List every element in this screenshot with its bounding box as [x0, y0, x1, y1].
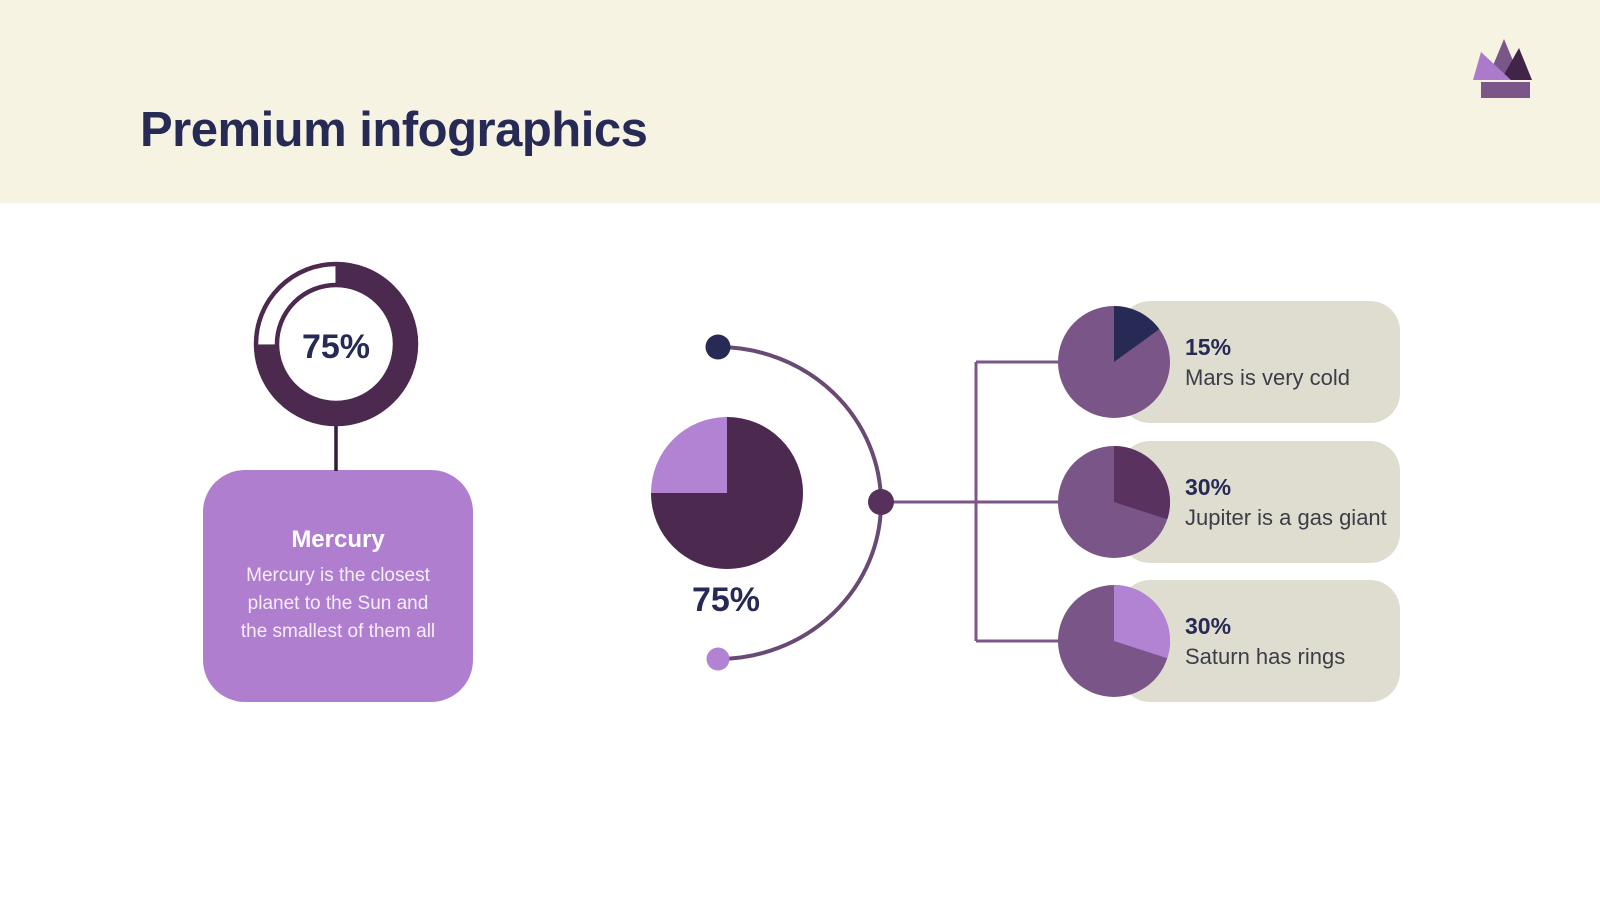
jupiter-percent-label: 30% — [1185, 473, 1232, 500]
mercury-description-line: Mercury is the closest — [246, 564, 430, 586]
pie-percent-label: 75% — [691, 581, 761, 619]
saturn-description: Saturn has rings — [1185, 643, 1346, 669]
header-band: Premium infographics — [0, 0, 1600, 203]
donut-percent-label: 75% — [301, 328, 371, 366]
saturn-percent-label: 30% — [1185, 612, 1232, 639]
mercury-card: Mercury Mercury is the closest planet to… — [203, 470, 473, 702]
mercury-card-title: Mercury — [291, 525, 385, 553]
jupiter-description: Jupiter is a gas giant — [1185, 504, 1387, 530]
mercury-card-description: Mercury is the closest planet to the Sun… — [241, 562, 435, 646]
center-pie-chart-slice — [651, 417, 803, 569]
orbit-dot-middle — [868, 489, 894, 515]
mars-percent-label: 15% — [1185, 333, 1232, 360]
crown-band — [1481, 82, 1530, 98]
center-pie-chart-base — [651, 417, 803, 569]
mars-card: 15% Mars is very cold — [1120, 301, 1400, 423]
jupiter-card: 30% Jupiter is a gas giant — [1120, 441, 1400, 563]
connector-lines — [881, 360, 1114, 643]
mercury-description-line: the smallest of them all — [240, 620, 436, 642]
mercury-description-line: planet to the Sun and — [247, 592, 429, 614]
mars-description: Mars is very cold — [1185, 364, 1351, 390]
page-title: Premium infographics — [140, 103, 648, 157]
crown-left-peak — [1473, 52, 1511, 80]
orbit-dot-top — [705, 334, 731, 360]
saturn-card: 30% Saturn has rings — [1120, 580, 1400, 702]
orbit-dot-bottom — [706, 647, 730, 671]
premium-crown-icon — [1473, 39, 1532, 98]
center-pie-chart — [651, 417, 803, 569]
crown-right-peak — [1501, 48, 1532, 80]
